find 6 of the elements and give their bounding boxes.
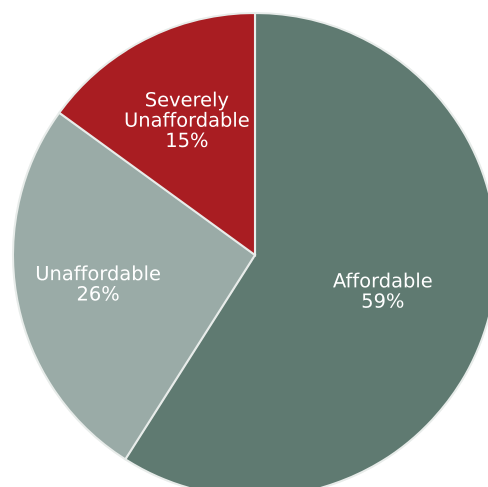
slice-label: Affordable <box>333 272 432 288</box>
data-label: 59% <box>362 293 404 308</box>
slice-label: Unaffordable <box>36 265 160 280</box>
data-label: 15% <box>167 132 208 148</box>
data-label: 26% <box>78 286 119 301</box>
slice-label: Severely Unaffordable <box>126 92 249 127</box>
